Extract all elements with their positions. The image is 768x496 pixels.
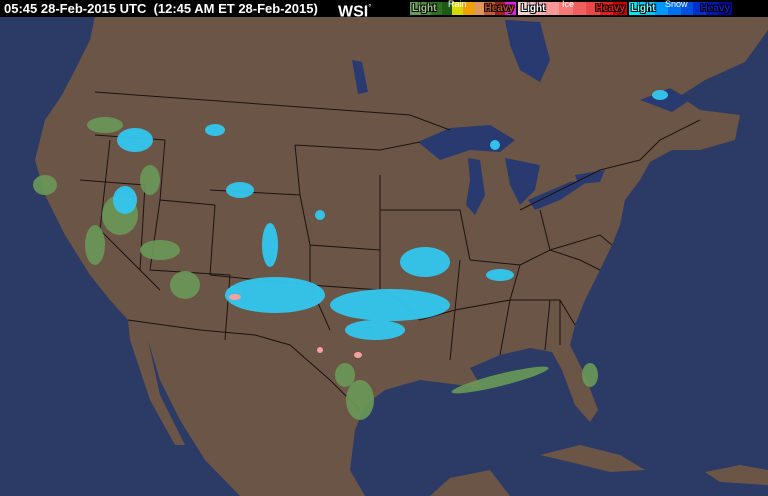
legend-swatch-ice xyxy=(599,2,614,15)
gulf-st-lawrence xyxy=(640,88,690,112)
snow-echoes xyxy=(113,90,668,340)
lake-ontario xyxy=(575,170,605,184)
legend-rain-title: Rain xyxy=(448,0,467,9)
legend-swatch-rain xyxy=(441,2,453,15)
legend-ice-title: Ice xyxy=(562,0,575,9)
legend-swatch-rain xyxy=(431,2,442,15)
yucatan xyxy=(430,470,510,496)
legend-swatch-rain xyxy=(410,2,421,15)
logo-mark: ° xyxy=(368,3,372,12)
legend-swatch-snow xyxy=(641,2,655,15)
legend-ice xyxy=(518,2,627,15)
legend-swatch-rain xyxy=(452,2,463,15)
legend-snow-heavy: Heavy xyxy=(700,3,730,14)
lake-superior xyxy=(418,125,515,160)
legend-ice-heavy: Heavy xyxy=(595,3,625,14)
us-canada-border xyxy=(94,91,701,211)
timestamp: 05:45 28-Feb-2015 UTC (12:45 AM ET 28-Fe… xyxy=(4,1,318,16)
legend-swatch-snow xyxy=(719,2,732,15)
lake-erie xyxy=(528,180,590,210)
legend-swatch-rain xyxy=(494,2,506,15)
legend-ice-light: Light xyxy=(521,3,546,14)
ice-echoes xyxy=(229,294,362,358)
legend-swatch-snow xyxy=(629,2,642,15)
legend-swatch-snow xyxy=(706,2,720,15)
legend-rain-light: Light xyxy=(412,3,437,14)
header-bar: 05:45 28-Feb-2015 UTC (12:45 AM ET 28-Fe… xyxy=(0,0,768,20)
us-mexico-border xyxy=(127,319,361,411)
lake-huron xyxy=(505,158,540,205)
cuba xyxy=(540,445,645,472)
borders xyxy=(79,91,701,411)
legend-swatch-ice xyxy=(558,2,573,15)
legend-swatch-ice xyxy=(572,2,587,15)
legend-swatch-ice xyxy=(613,2,627,15)
legend-swatch-rain xyxy=(505,2,516,15)
legend-snow xyxy=(629,2,732,15)
lakes xyxy=(352,20,690,215)
legend-snow-title: Snow xyxy=(665,0,688,9)
legend-swatch-rain xyxy=(484,2,495,15)
legend-swatch-ice xyxy=(531,2,546,15)
legend-swatch-snow xyxy=(693,2,707,15)
logo-text: WSI xyxy=(338,3,369,21)
legend-swatch-rain xyxy=(420,2,432,15)
legend-swatch-ice xyxy=(545,2,559,15)
rain-echoes xyxy=(33,117,598,420)
legend-swatch-snow xyxy=(654,2,668,15)
legend-rain-heavy: Heavy xyxy=(484,3,514,14)
lake-michigan xyxy=(466,158,485,215)
legend-swatch-ice xyxy=(518,2,532,15)
james-bay xyxy=(505,20,550,82)
legend-swatch-rain xyxy=(473,2,485,15)
legend-rain xyxy=(410,2,516,15)
legend-swatch-snow xyxy=(680,2,694,15)
legend-swatch-rain xyxy=(462,2,474,15)
hispaniola xyxy=(705,465,768,485)
precipitation-echoes xyxy=(33,90,668,420)
legend-swatch-snow xyxy=(667,2,681,15)
legend-swatch-ice xyxy=(586,2,600,15)
lake-winnipeg xyxy=(352,60,368,94)
legend-snow-light: Light xyxy=(631,3,656,14)
wsi-logo: WSI° xyxy=(338,0,371,21)
